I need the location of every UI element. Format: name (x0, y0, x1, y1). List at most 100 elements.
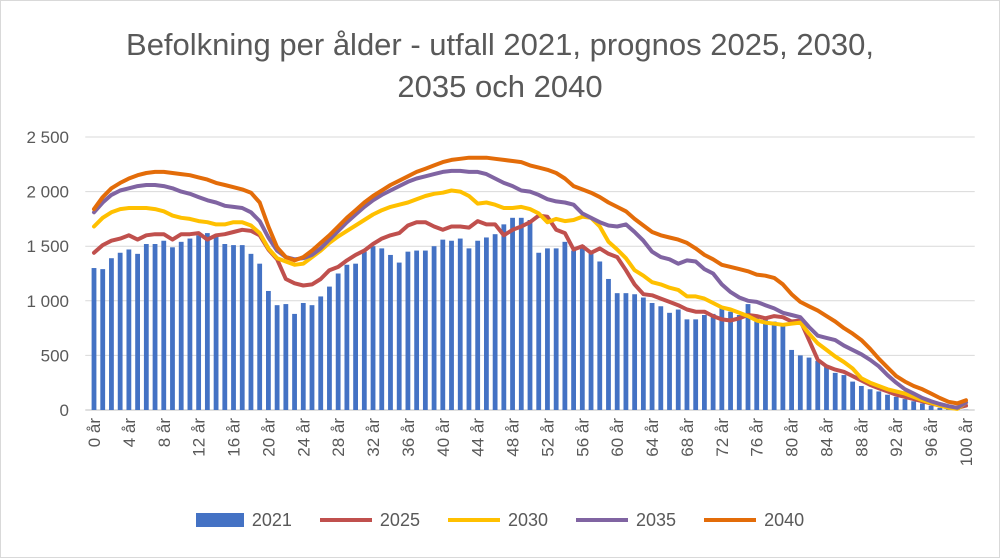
legend-label: 2030 (507, 509, 549, 530)
bar-2021 (353, 263, 358, 410)
chart-legend: 2021 2025 2030 2035 2040 (0, 508, 1000, 532)
legend-item-2035: 2035 (576, 510, 676, 531)
legend-label: 2025 (379, 509, 420, 530)
x-tick-label: 24 år (294, 418, 313, 457)
bar-2021 (100, 269, 106, 410)
x-tick-label: 80 år (783, 418, 802, 457)
bar-2021 (797, 355, 803, 410)
legend-item-2030: 2030 (447, 509, 549, 531)
bar-2021 (370, 246, 376, 410)
bar-2021 (885, 394, 890, 410)
line-series-2040 (92, 155, 968, 406)
bar-2021 (187, 238, 193, 410)
bar-2021 (736, 314, 742, 410)
x-tick-label: 44 år (469, 418, 488, 457)
legend-swatch (576, 518, 629, 522)
bar-2021 (475, 240, 481, 410)
bar-2021 (780, 325, 786, 410)
x-axis-ticks: 0 år 4 år 8 år 12 år 16 år 20 år 24 år 28 år 32 … (85, 418, 976, 467)
y-tick-label: 2 000 (26, 183, 69, 202)
bar-2021 (117, 252, 123, 410)
bar-2021 (911, 401, 917, 410)
x-tick-label: 32 år (364, 418, 383, 457)
legend-swatch (195, 513, 244, 527)
bar-2021 (710, 313, 716, 410)
bar-2021 (763, 318, 768, 410)
bar-2021 (632, 294, 638, 410)
bar-2021 (745, 304, 751, 410)
bar-2021 (719, 307, 725, 410)
bar-2021 (614, 293, 620, 410)
bar-2021 (841, 375, 847, 410)
bar-2021 (492, 234, 498, 410)
legend-label: 2035 (636, 509, 677, 530)
bar-2021 (658, 306, 664, 410)
bar-2021 (675, 309, 681, 410)
x-tick-label: 12 år (190, 418, 209, 457)
y-tick-label: 1 500 (26, 237, 69, 256)
bar-2021 (239, 245, 245, 410)
bar-2021 (431, 246, 437, 410)
x-tick-label: 60 år (608, 418, 627, 457)
bar-2021 (606, 278, 611, 410)
bar-2021 (344, 264, 350, 410)
legend-swatch (319, 518, 372, 522)
bar-2021 (266, 290, 271, 410)
bar-2021 (702, 314, 707, 410)
bar-2021 (109, 258, 114, 410)
x-tick-label: 92 år (887, 418, 906, 457)
line-series-2030 (92, 188, 968, 411)
bar-2021 (222, 244, 228, 410)
bar-2021 (405, 251, 411, 410)
bar-2021 (850, 381, 856, 410)
bar-2021 (553, 248, 559, 410)
y-tick-label: 0 (60, 401, 69, 420)
bar-2021 (789, 349, 794, 410)
bar-2021 (466, 248, 472, 410)
bar-2021 (170, 247, 175, 410)
chart-title: Befolkning per ålder - utfall 2021, prog… (0, 24, 1000, 108)
bar-2021 (196, 235, 202, 410)
bar-2021 (728, 311, 733, 410)
y-tick-label: 2 500 (26, 128, 69, 147)
bar-2021 (283, 304, 289, 410)
bar-2021 (501, 224, 507, 410)
line-series-2025 (92, 213, 968, 410)
x-tick-label: 8 år (155, 418, 174, 448)
bar-2021 (135, 253, 140, 410)
legend-item-2025: 2025 (319, 509, 420, 531)
bar-2021 (396, 262, 402, 410)
bar-2021 (667, 312, 672, 410)
bar-2021 (579, 245, 585, 410)
bar-series-2021 (91, 217, 969, 410)
x-tick-label: 4 år (120, 418, 139, 448)
bar-2021 (143, 244, 149, 410)
bar-2021 (588, 251, 594, 410)
bar-2021 (867, 389, 873, 410)
x-tick-label: 40 år (434, 418, 453, 457)
bar-2021 (902, 399, 908, 410)
bar-2021 (414, 250, 420, 410)
legend-swatch (704, 518, 757, 522)
legend-label: 2021 (251, 509, 292, 530)
x-tick-label: 96 år (922, 418, 941, 457)
bar-2021 (928, 405, 934, 410)
bar-2021 (571, 250, 576, 410)
bar-2021 (484, 237, 489, 410)
bar-2021 (388, 254, 393, 410)
bar-2021 (379, 248, 385, 410)
bar-2021 (457, 238, 463, 410)
bar-2021 (300, 302, 306, 410)
bar-2021 (876, 391, 882, 410)
bar-2021 (449, 240, 454, 410)
x-tick-label: 0 år (85, 418, 104, 448)
x-tick-label: 100 år (957, 418, 976, 467)
bar-2021 (335, 273, 341, 410)
x-tick-label: 72 år (713, 418, 732, 457)
bar-2021 (361, 251, 367, 410)
x-tick-label: 56 år (573, 418, 592, 457)
bar-2021 (126, 249, 132, 410)
x-tick-label: 76 år (748, 418, 767, 457)
bar-2021 (858, 385, 864, 410)
bar-2021 (806, 357, 812, 410)
